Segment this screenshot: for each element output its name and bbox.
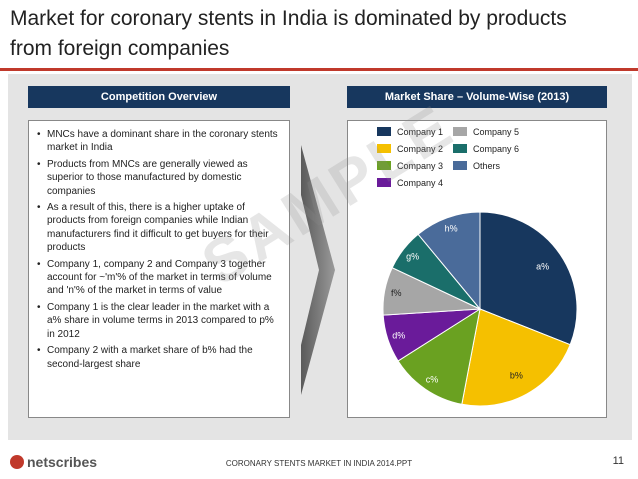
pie-data-label: f% xyxy=(391,288,402,298)
pie-slice-company-2 xyxy=(461,308,571,407)
bullet-item: • Company 1, company 2 and Company 3 toge… xyxy=(37,258,272,297)
legend-swatch xyxy=(377,178,391,187)
legend-swatch xyxy=(453,161,467,170)
bullet-text: Company 2 with a market share of b% had … xyxy=(47,345,253,370)
pie-slice-others xyxy=(417,211,481,311)
legend-swatch xyxy=(377,161,391,170)
legend-swatch xyxy=(453,127,467,136)
pie-slice-company-1 xyxy=(479,211,578,346)
pie-slice-company-3 xyxy=(397,307,481,405)
netscribes-logo: netscribes xyxy=(10,454,97,470)
pie-data-label: g% xyxy=(406,252,419,262)
legend-label: Company 2 xyxy=(397,144,444,154)
slide-title: Market for coronary stents in India is d… xyxy=(10,7,567,60)
bullet-text: Products from MNCs are generally viewed … xyxy=(47,158,248,197)
legend-item-company-2: Company 2 xyxy=(377,143,443,155)
logo-text: netscribes xyxy=(27,454,98,470)
competition-overview-header: Competition Overview xyxy=(28,86,290,108)
bullet-item: • Company 1 is the clear leader in the ma… xyxy=(37,301,274,340)
legend-item-company-4: Company 4 xyxy=(377,177,443,189)
pie-data-label: d% xyxy=(392,330,405,340)
pie-data-label: a% xyxy=(536,262,549,272)
legend-label: Others xyxy=(473,161,501,171)
pie-data-label: b% xyxy=(510,370,523,380)
legend-item-company-3: Company 3 xyxy=(377,160,443,172)
market-share-header: Market Share – Volume-Wise (2013) xyxy=(347,86,607,108)
page-number: 11 xyxy=(612,455,624,467)
bullet-item: • Products from MNCs are generally viewed… xyxy=(37,158,248,197)
legend-label: Company 1 xyxy=(397,127,444,137)
legend-item-others: Others xyxy=(453,160,500,172)
bullet-text: MNCs have a dominant share in the corona… xyxy=(47,129,278,154)
legend-swatch xyxy=(377,144,391,153)
legend-label: Company 3 xyxy=(397,161,444,171)
chevron-arrow-icon xyxy=(301,145,335,395)
market-share-pie-chart: a% b% c% d% f% g% h% xyxy=(382,211,578,407)
bullet-item: • Company 2 with a market share of b% had… xyxy=(37,345,253,370)
pie-data-label: h% xyxy=(445,224,458,234)
legend-swatch xyxy=(453,144,467,153)
title-divider xyxy=(0,68,638,71)
bullet-text: As a result of this, there is a higher u… xyxy=(47,202,269,254)
pie-data-label: c% xyxy=(426,375,439,385)
competition-overview-box: • MNCs have a dominant share in the coron… xyxy=(28,120,290,418)
bullet-item: • MNCs have a dominant share in the coron… xyxy=(37,129,278,154)
bullet-text: Company 1, company 2 and Company 3 toget… xyxy=(47,258,272,297)
legend-item-company-6: Company 6 xyxy=(453,143,519,155)
legend-item-company-1: Company 1 xyxy=(377,126,443,138)
legend-label: Company 5 xyxy=(473,127,520,137)
logo-mark-icon xyxy=(10,455,24,469)
footer-text: CORONARY STENTS MARKET IN INDIA 2014.PPT xyxy=(225,459,413,468)
bullet-item: • As a result of this, there is a higher … xyxy=(37,202,269,254)
bullet-list: • MNCs have a dominant share in the coron… xyxy=(29,121,289,371)
legend-label: Company 6 xyxy=(473,144,520,154)
legend-item-company-5: Company 5 xyxy=(453,126,519,138)
bullet-text: Company 1 is the clear leader in the mar… xyxy=(47,301,274,340)
legend-label: Company 4 xyxy=(397,178,444,188)
legend-swatch xyxy=(377,127,391,136)
